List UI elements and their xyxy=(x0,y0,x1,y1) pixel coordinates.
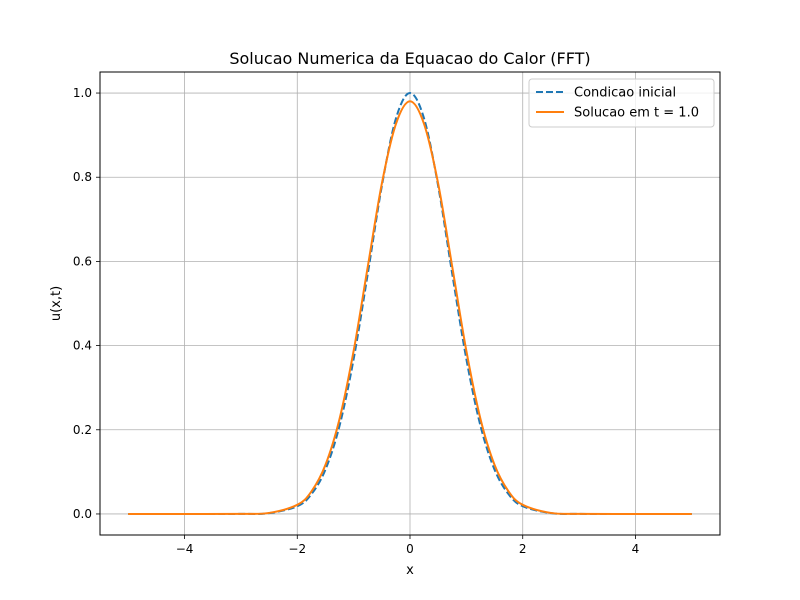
y-axis-ticks: 0.0 0.2 0.4 0.6 0.8 1.0 xyxy=(73,86,100,521)
x-tick-label: 0 xyxy=(406,542,414,556)
y-tick-label: 0.6 xyxy=(73,254,92,268)
legend-box xyxy=(528,78,715,128)
y-tick-label: 0.0 xyxy=(73,507,92,521)
y-tick-label: 0.4 xyxy=(73,339,92,353)
y-tick-label: 0.2 xyxy=(73,423,92,437)
x-tick-label: −2 xyxy=(288,542,306,556)
x-tick-label: 2 xyxy=(519,542,527,556)
y-axis-label: u(x,t) xyxy=(49,286,64,321)
plot-lines xyxy=(128,92,692,515)
series-line-solucao xyxy=(128,100,692,515)
series-line-condicao-inicial xyxy=(128,92,692,515)
chart-title: Solucao Numerica da Equacao do Calor (FF… xyxy=(229,49,590,68)
legend: Condicao inicial Solucao em t = 1.0 xyxy=(528,78,715,128)
x-axis-label: x xyxy=(406,563,414,578)
x-tick-label: −4 xyxy=(176,542,194,556)
x-axis-ticks: −4 −2 0 2 4 xyxy=(176,535,640,556)
legend-label-solucao: Solucao em t = 1.0 xyxy=(574,106,699,121)
grid xyxy=(100,72,720,535)
x-tick-label: 4 xyxy=(632,542,640,556)
legend-label-condicao-inicial: Condicao inicial xyxy=(574,86,676,101)
y-tick-label: 1.0 xyxy=(73,86,92,100)
y-tick-label: 0.8 xyxy=(73,170,92,184)
